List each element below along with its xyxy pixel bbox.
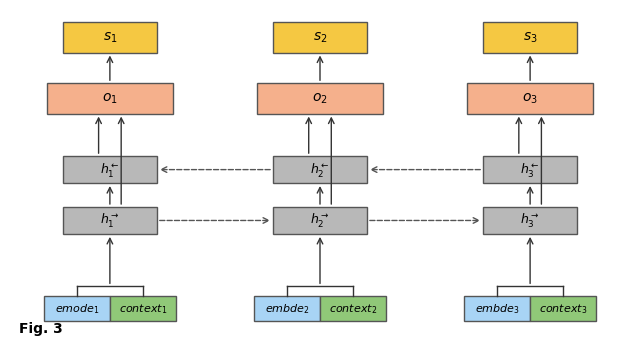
FancyBboxPatch shape (467, 83, 593, 113)
Text: $s_1$: $s_1$ (102, 30, 117, 45)
Text: $h_{1}^{\rightarrow}$: $h_{1}^{\rightarrow}$ (100, 211, 120, 229)
FancyBboxPatch shape (320, 297, 386, 321)
Text: $embde_2$: $embde_2$ (265, 302, 310, 316)
FancyBboxPatch shape (110, 297, 176, 321)
FancyBboxPatch shape (273, 156, 367, 183)
FancyBboxPatch shape (483, 156, 577, 183)
FancyBboxPatch shape (464, 297, 530, 321)
Text: $context_1$: $context_1$ (118, 302, 167, 316)
Text: $o_3$: $o_3$ (522, 91, 538, 106)
FancyBboxPatch shape (47, 83, 173, 113)
Text: Fig. 3: Fig. 3 (19, 322, 63, 336)
Text: $o_1$: $o_1$ (102, 91, 118, 106)
FancyBboxPatch shape (257, 83, 383, 113)
Text: $h_{3}^{\rightarrow}$: $h_{3}^{\rightarrow}$ (520, 211, 540, 229)
FancyBboxPatch shape (254, 297, 320, 321)
Text: $o_2$: $o_2$ (312, 91, 328, 106)
Text: $h_{3}^{\leftarrow}$: $h_{3}^{\leftarrow}$ (520, 161, 540, 179)
Text: $s_3$: $s_3$ (523, 30, 538, 45)
FancyBboxPatch shape (63, 156, 157, 183)
FancyBboxPatch shape (273, 207, 367, 234)
FancyBboxPatch shape (483, 207, 577, 234)
FancyBboxPatch shape (63, 22, 157, 53)
Text: $h_{2}^{\leftarrow}$: $h_{2}^{\leftarrow}$ (310, 161, 330, 179)
FancyBboxPatch shape (483, 22, 577, 53)
Text: $h_{1}^{\leftarrow}$: $h_{1}^{\leftarrow}$ (100, 161, 120, 179)
FancyBboxPatch shape (63, 207, 157, 234)
Text: $emode_1$: $emode_1$ (54, 302, 99, 316)
Text: $h_{2}^{\rightarrow}$: $h_{2}^{\rightarrow}$ (310, 211, 330, 229)
Text: $context_2$: $context_2$ (329, 302, 377, 316)
Text: $embde_3$: $embde_3$ (475, 302, 520, 316)
FancyBboxPatch shape (530, 297, 596, 321)
FancyBboxPatch shape (44, 297, 110, 321)
FancyBboxPatch shape (273, 22, 367, 53)
Text: $s_2$: $s_2$ (313, 30, 327, 45)
Text: $context_3$: $context_3$ (539, 302, 588, 316)
